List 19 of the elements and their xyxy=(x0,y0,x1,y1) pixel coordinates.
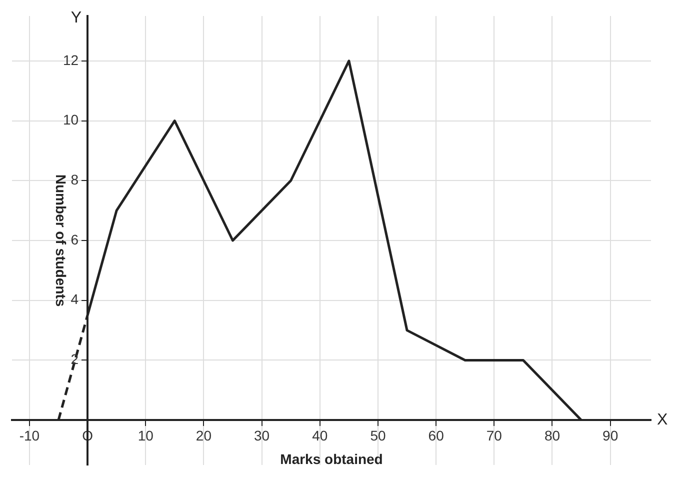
x-tick-label: 50 xyxy=(370,427,386,444)
y-tick-label: 12 xyxy=(62,52,79,68)
x-tick-label: 30 xyxy=(254,427,270,444)
x-tick-label: 80 xyxy=(544,427,560,444)
x-axis-title: Marks obtained xyxy=(280,451,383,468)
y-tick-label: 4 xyxy=(70,291,79,308)
x-tick-label: 20 xyxy=(196,427,212,444)
y-tick-label: 6 xyxy=(70,231,79,248)
x-tick-label: 40 xyxy=(312,427,328,444)
x-tick-label: 60 xyxy=(428,427,444,444)
y-tick-label: 8 xyxy=(70,171,79,188)
y-tick-label: 10 xyxy=(62,112,79,128)
x-tick-label: 90 xyxy=(602,427,618,444)
x-tick-label: -10 xyxy=(19,427,40,444)
annotation: Y xyxy=(70,9,82,26)
text: X xyxy=(657,412,668,429)
x-tick-label: 70 xyxy=(486,427,502,444)
x-tick-label: 10 xyxy=(138,427,154,444)
y-axis-title: Number of students xyxy=(53,174,70,307)
